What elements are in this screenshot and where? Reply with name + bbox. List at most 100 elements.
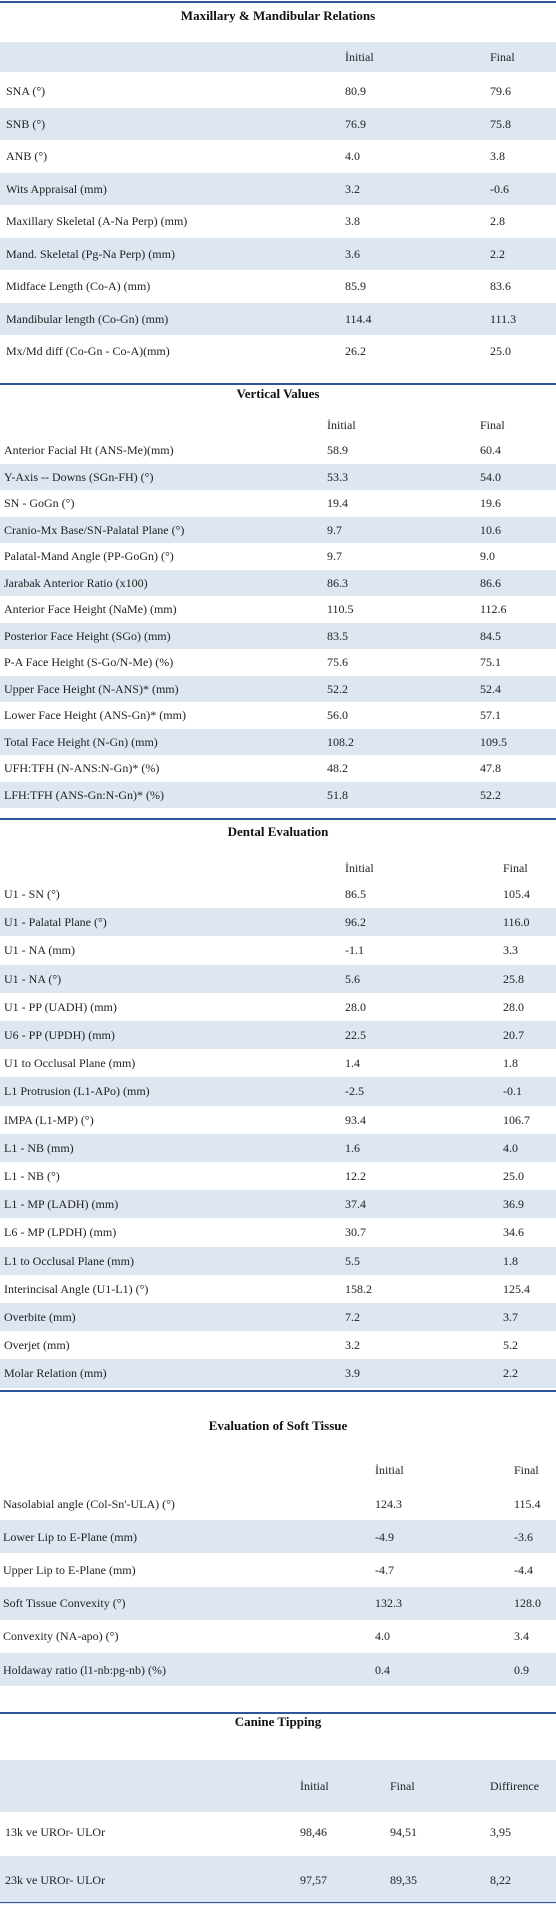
final-value: 84.5 [480, 628, 501, 643]
column-header: İnitial [345, 50, 374, 64]
initial-value: 4.0 [345, 149, 360, 164]
initial-value: 12.2 [345, 1169, 366, 1184]
final-value: 1.8 [503, 1056, 518, 1071]
row-label: Lower Lip to E-Plane (mm) [3, 1529, 137, 1544]
table-row: Jarabak Anterior Ratio (x100) 86.3 86.6 [0, 569, 556, 596]
section-divider [0, 818, 556, 820]
table-row: Posterior Face Height (SGo) (mm) 83.5 84.5 [0, 622, 556, 649]
final-value: 28.0 [503, 999, 524, 1014]
row-label: U1 - Palatal Plane (°) [4, 915, 107, 930]
final-value: 89,35 [390, 1873, 417, 1887]
final-value: 47.8 [480, 761, 501, 776]
final-value: 112.6 [480, 602, 507, 617]
section-divider [0, 1, 556, 3]
initial-value: -2.5 [345, 1084, 364, 1099]
initial-value: 9.7 [327, 549, 342, 564]
row-label: Posterior Face Height (SGo) (mm) [4, 628, 171, 643]
table-row: Upper Face Height (N-ANS)* (mm) 52.2 52.4 [0, 675, 556, 702]
final-value: 57.1 [480, 708, 501, 723]
final-value: 94,51 [390, 1825, 417, 1839]
row-label: U1 to Occlusal Plane (mm) [4, 1056, 136, 1071]
table-row: Holdaway ratio (l1-nb:pg-nb) (%) 0.4 0.9 [0, 1653, 556, 1687]
row-label: L1 - MP (LADH) (mm) [4, 1197, 119, 1212]
page-bottom-divider [0, 1902, 556, 1903]
initial-value: -1.1 [345, 943, 364, 958]
header-row: İnitial Final [0, 42, 556, 72]
table-row: Upper Lip to E-Plane (mm) -4.7 -4.4 [0, 1553, 556, 1586]
table-row: SNA (°) 80.9 79.6 [0, 75, 556, 108]
header-row: İnitial Final [0, 856, 556, 880]
initial-value: 53.3 [327, 469, 348, 484]
initial-value: 9.7 [327, 522, 342, 537]
final-value: 52.2 [480, 787, 501, 802]
row-label: IMPA (L1-MP) (°) [4, 1112, 94, 1127]
initial-value: -4.9 [375, 1529, 394, 1544]
section-title: Canine Tipping [234, 1714, 322, 1729]
row-label: Overjet (mm) [4, 1338, 70, 1353]
table-row: Soft Tissue Convexity (°) 132.3 128.0 [0, 1586, 556, 1620]
initial-value: 22.5 [345, 1028, 366, 1043]
header-row: İnitial Final [0, 1454, 556, 1486]
final-value: -0.1 [503, 1084, 522, 1099]
row-label: Mand. Skeletal (Pg-Na Perp) (mm) [6, 246, 175, 261]
table-row: L1 - NB (mm) 1.6 4.0 [0, 1133, 556, 1162]
final-value: 5.2 [503, 1338, 518, 1353]
section-title: Dental Evaluation [227, 824, 329, 839]
initial-value: 108.2 [327, 734, 354, 749]
row-label: Y-Axis -- Downs (SGn-FH) (°) [4, 469, 154, 484]
initial-value: -4.7 [375, 1562, 394, 1577]
table-row: Maxillary Skeletal (A-Na Perp) (mm) 3.8 2.… [0, 205, 556, 238]
table-row: 13k ve UROr- ULOr 98,46 94,51 3,95 [0, 1808, 556, 1856]
initial-value: 97,57 [300, 1873, 327, 1887]
row-label: 13k ve UROr- ULOr [5, 1825, 106, 1839]
column-header: İnitial [300, 1779, 329, 1793]
row-label: U6 - PP (UPDH) (mm) [4, 1028, 115, 1043]
table-row: P-A Face Height (S-Go/N-Me) (%) 75.6 75.1 [0, 649, 556, 676]
row-label: Total Face Height (N-Gn) (mm) [4, 734, 158, 749]
final-value: 106.7 [503, 1112, 530, 1127]
row-label: Lower Face Height (ANS-Gn)* (mm) [4, 708, 186, 723]
row-label: Nasolabial angle (Col-Sn'-ULA) (°) [3, 1496, 175, 1511]
initial-value: 1.4 [345, 1056, 360, 1071]
final-value: 1.8 [503, 1253, 518, 1268]
row-label: Upper Lip to E-Plane (mm) [3, 1562, 136, 1577]
initial-value: 3.9 [345, 1366, 360, 1381]
row-label: Cranio-Mx Base/SN-Palatal Plane (°) [4, 522, 185, 537]
final-value: 3.8 [490, 149, 505, 164]
table-row: SN - GoGn (°) 19.4 19.6 [0, 490, 556, 517]
row-label: Anterior Face Height (NaMe) (mm) [4, 602, 177, 617]
final-value: 83.6 [490, 279, 511, 294]
row-label: L1 - NB (mm) [4, 1140, 74, 1155]
final-value: 34.6 [503, 1225, 524, 1240]
table-row: Convexity (NA-apo) (°) 4.0 3.4 [0, 1620, 556, 1653]
row-label: L6 - MP (LPDH) (mm) [4, 1225, 117, 1240]
table-row: L1 Protrusion (L1-APo) (mm) -2.5 -0.1 [0, 1077, 556, 1106]
final-value: 109.5 [480, 734, 507, 749]
final-value: 4.0 [503, 1140, 518, 1155]
table-row: U1 - Palatal Plane (°) 96.2 116.0 [0, 908, 556, 937]
row-label: Interincisal Angle (U1-L1) (°) [4, 1281, 149, 1296]
initial-value: 110.5 [327, 602, 354, 617]
table-row: U1 - SN (°) 86.5 105.4 [0, 880, 556, 908]
difference-value: 3,95 [490, 1825, 511, 1839]
difference-value: 8,22 [490, 1873, 511, 1887]
table-row: L1 to Occlusal Plane (mm) 5.5 1.8 [0, 1246, 556, 1275]
row-label: Maxillary Skeletal (A-Na Perp) (mm) [6, 214, 188, 229]
row-label: 23k ve UROr- ULOr [5, 1873, 106, 1887]
final-value: -3.6 [514, 1529, 533, 1544]
row-label: Convexity (NA-apo) (°) [3, 1629, 119, 1644]
table-row: Mand. Skeletal (Pg-Na Perp) (mm) 3.6 2.2 [0, 237, 556, 270]
table-row: U1 - PP (UADH) (mm) 28.0 28.0 [0, 993, 556, 1021]
table-row: Anterior Face Height (NaMe) (mm) 110.5 112… [0, 596, 556, 623]
initial-value: 58.9 [327, 443, 348, 458]
initial-value: 158.2 [345, 1281, 372, 1296]
column-header: Final [514, 1463, 539, 1477]
column-header: İnitial [327, 418, 356, 432]
initial-value: 28.0 [345, 999, 366, 1014]
table-row: L1 - NB (°) 12.2 25.0 [0, 1162, 556, 1190]
final-value: 52.4 [480, 681, 501, 696]
initial-value: 5.6 [345, 971, 360, 986]
row-label: UFH:TFH (N-ANS:N-Gn)* (%) [4, 761, 160, 776]
final-value: 0.9 [514, 1662, 529, 1677]
table-row: LFH:TFH (ANS-Gn:N-Gn)* (%) 51.8 52.2 [0, 781, 556, 808]
